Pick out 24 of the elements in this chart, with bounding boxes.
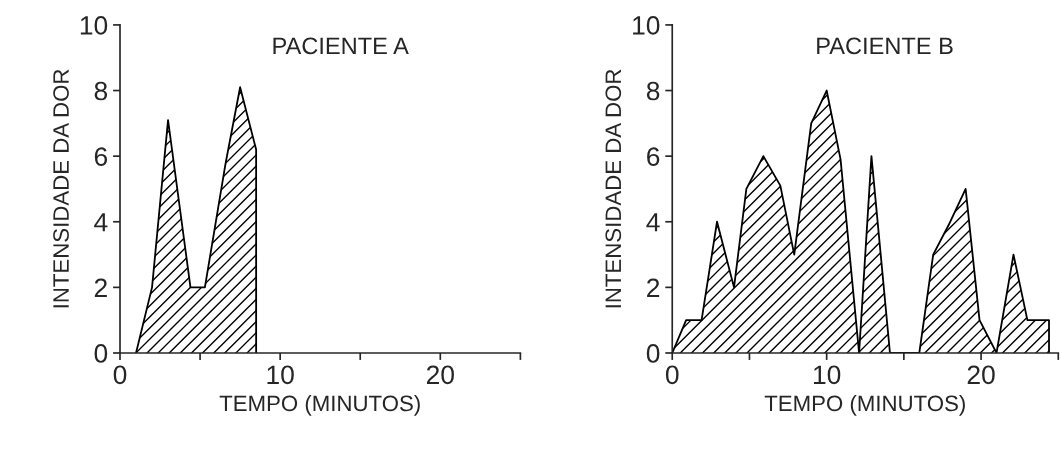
x-tick-label: 10 [814,365,841,385]
y-tick-label: 2 [647,278,660,297]
x-tick-label: 0 [665,365,679,385]
y-tick-label: 8 [646,81,660,101]
y-tick-label: 10 [80,16,108,35]
y-tick-label: 6 [647,147,660,166]
y-tick-label: 0 [94,344,108,363]
chart-title: PACIENTE A [273,37,409,55]
y-tick-label: 0 [646,344,660,363]
y-tick-label: 4 [646,213,660,232]
y-tick-label: 2 [94,278,107,297]
y-axis-title: INTENSIDADE DA DOR [53,69,69,308]
y-tick-label: 10 [633,16,660,35]
x-axis-title: TEMPO (MINUTOS) [764,394,965,416]
y-axis-title: INTENSIDADE DA DOR [605,69,622,308]
x-tick-label: 20 [426,365,454,385]
x-tick-label: 0 [113,365,127,385]
chart-title: PACIENTE B [817,37,953,55]
x-tick-label: 20 [967,365,995,385]
y-tick-label: 8 [94,81,108,101]
y-tick-label: 4 [94,213,108,232]
x-tick-label: 10 [267,365,294,385]
x-axis-title: TEMPO (MINUTOS) [219,394,420,416]
y-tick-label: 6 [94,147,108,166]
